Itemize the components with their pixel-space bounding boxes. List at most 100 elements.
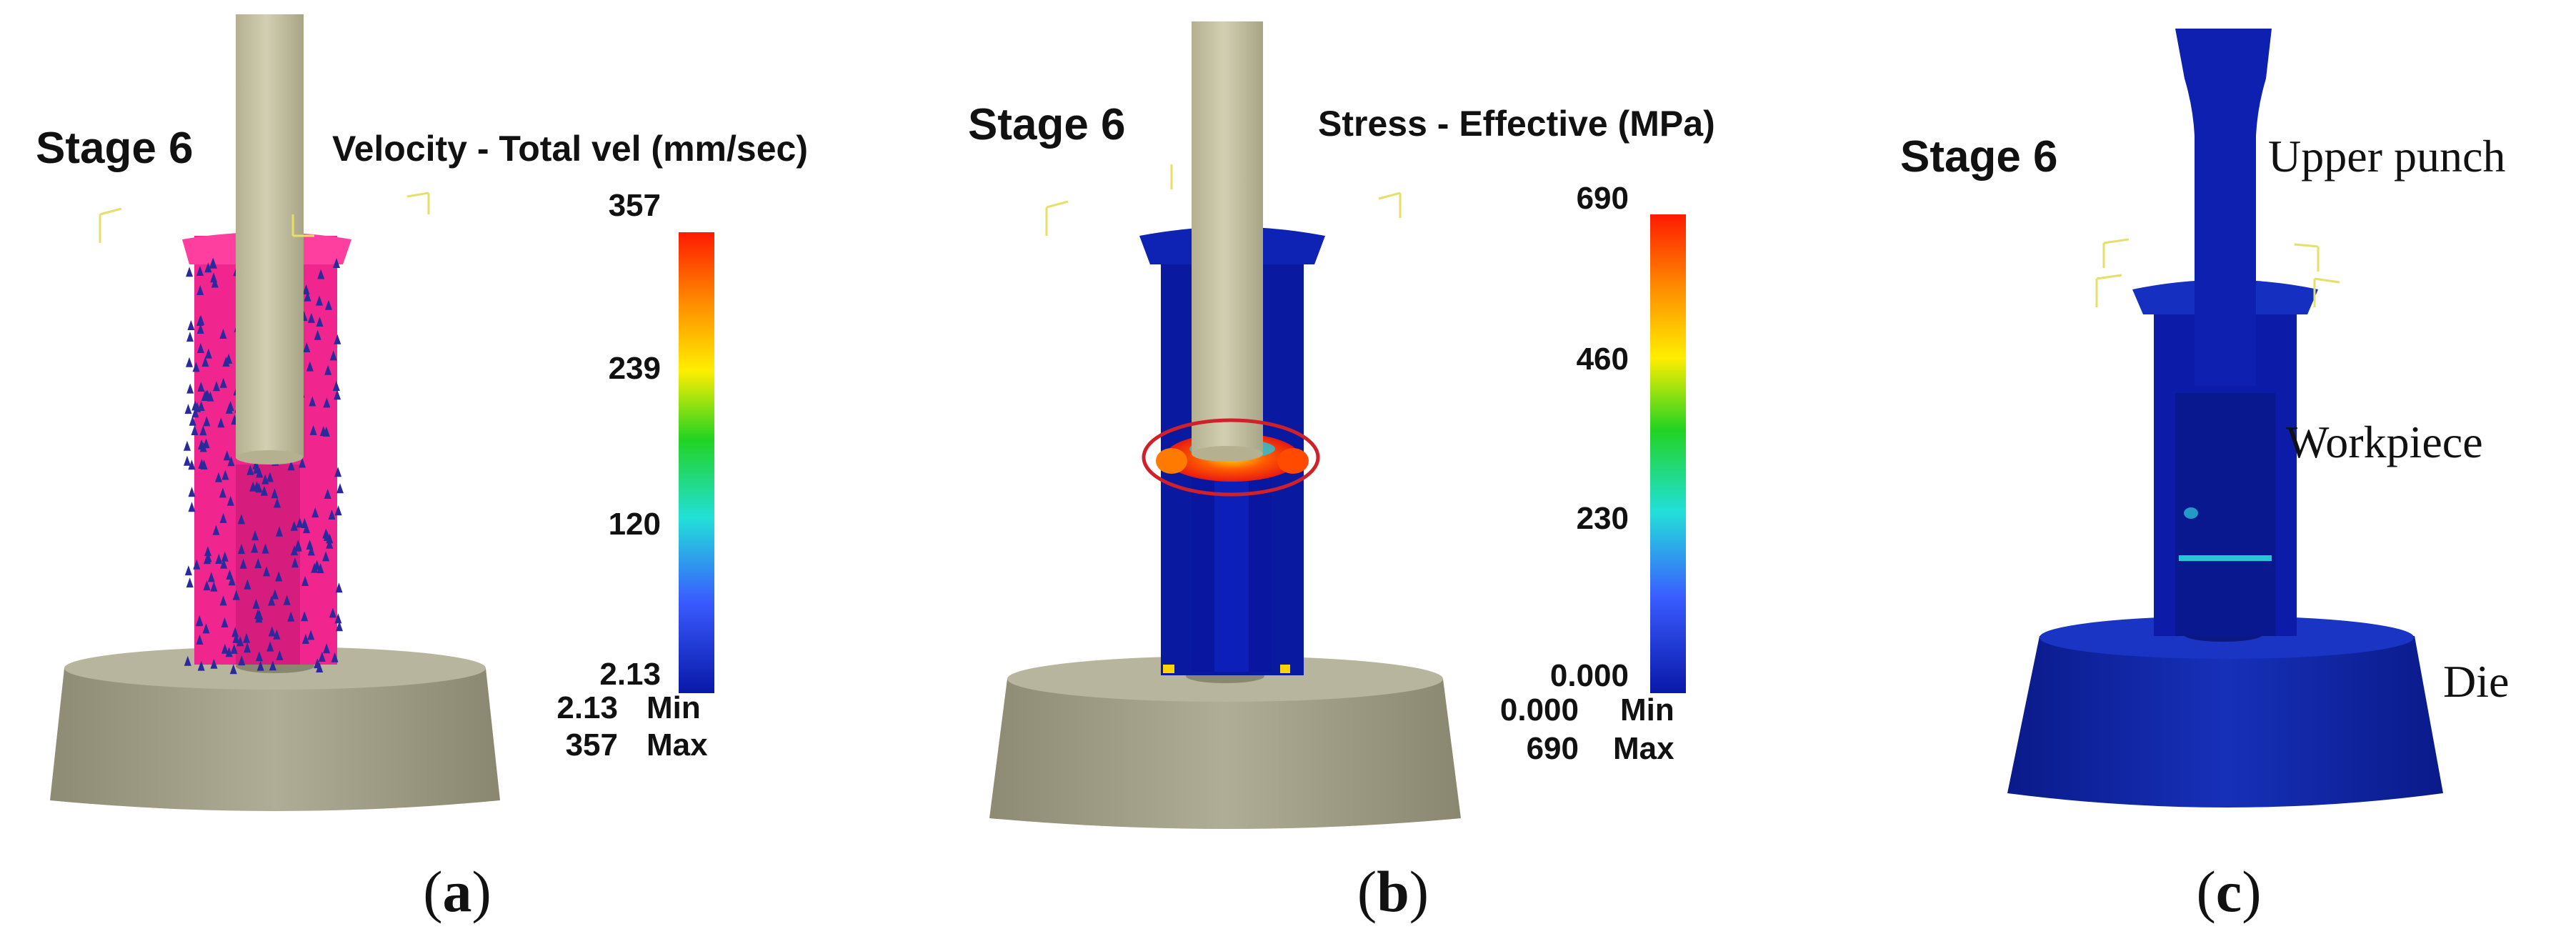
velocity-vector	[184, 440, 191, 451]
velocity-vector	[311, 507, 319, 518]
velocity-vector	[266, 641, 274, 652]
velocity-vector	[213, 381, 220, 392]
legend-tick: 690	[1577, 181, 1629, 216]
velocity-vector	[212, 525, 220, 535]
velocity-vector	[225, 647, 233, 657]
velocity-vector	[263, 566, 271, 577]
velocity-vector	[324, 489, 331, 499]
velocity-vector	[334, 505, 342, 516]
velocity-vector	[328, 510, 336, 520]
velocity-vector	[251, 542, 259, 553]
velocity-vector	[260, 485, 268, 496]
velocity-vector	[306, 540, 314, 550]
velocity-vector	[261, 474, 269, 485]
velocity-vector	[188, 502, 196, 512]
legend-tick: 120	[609, 507, 661, 542]
velocity-vector	[191, 407, 199, 418]
velocity-vector	[191, 400, 199, 411]
velocity-vector	[334, 613, 342, 624]
velocity-vector	[261, 543, 269, 554]
velocity-vector	[322, 551, 330, 562]
panel-letter-b: b	[1377, 859, 1409, 924]
velocity-vector	[221, 469, 229, 480]
velocity-vector	[204, 348, 212, 359]
velocity-vector	[204, 389, 211, 400]
velocity-vector	[291, 557, 299, 568]
legend-tick: 2.13	[599, 657, 661, 692]
velocity-vector	[215, 472, 222, 482]
velocity-vector	[253, 481, 261, 492]
legend-a: 357 239 120 2.13 2.13 Min 357 Max	[556, 188, 714, 762]
velocity-vector	[276, 526, 283, 537]
velocity-vector	[204, 546, 211, 557]
die-a	[50, 647, 500, 811]
legend-max-label: Max	[647, 727, 708, 762]
velocity-vector	[232, 590, 240, 600]
velocity-vector	[221, 551, 229, 562]
velocity-vector	[251, 530, 259, 541]
velocity-vector	[323, 643, 331, 654]
svg-text:(a): (a)	[423, 859, 491, 924]
velocity-vector	[294, 540, 302, 550]
axis-triads-b	[1045, 164, 1402, 236]
axis-triads-c	[2095, 238, 2340, 307]
velocity-vector	[210, 272, 218, 283]
velocity-vector	[314, 658, 321, 669]
velocity-vector	[244, 642, 251, 653]
velocity-vector	[230, 643, 238, 654]
velocity-vector	[228, 575, 236, 586]
velocity-vector	[314, 329, 321, 340]
velocity-vector	[192, 362, 200, 372]
velocity-vector	[203, 580, 211, 591]
velocity-vector	[229, 664, 237, 675]
velocity-vector	[243, 632, 251, 643]
velocity-vector	[220, 558, 228, 569]
stage-label-c: Stage 6	[1900, 132, 2058, 182]
velocity-vector	[231, 627, 239, 637]
velocity-vector	[326, 538, 334, 549]
velocity-vector	[256, 467, 264, 478]
legend-min-label: Min	[647, 690, 701, 725]
highlight-circle	[1142, 418, 1320, 497]
stage-label-a: Stage 6	[36, 124, 194, 173]
velocity-vector	[188, 487, 196, 497]
velocity-vector	[226, 401, 234, 411]
velocity-vector	[271, 488, 279, 499]
velocity-vector	[316, 295, 323, 306]
velocity-vector	[275, 571, 283, 582]
velocity-vector	[318, 652, 326, 662]
panel-label-b: (b)	[1357, 859, 1429, 924]
svg-text:(c): (c)	[2196, 859, 2261, 924]
velocity-vector	[331, 652, 339, 662]
velocity-vector	[197, 660, 205, 671]
legend-tick: 239	[609, 351, 661, 386]
velocity-vector	[268, 595, 276, 606]
velocity-vector	[237, 514, 245, 525]
velocity-vector	[219, 487, 226, 498]
velocity-vector	[323, 397, 331, 408]
velocity-vector	[287, 611, 295, 622]
velocity-vector	[309, 396, 316, 407]
quantity-label-a: Velocity - Total vel (mm/sec)	[332, 129, 808, 169]
velocity-vector	[336, 483, 344, 494]
velocity-vector	[255, 651, 263, 662]
upper-punch-c	[2175, 29, 2272, 386]
legend-tick: 357	[609, 188, 661, 223]
velocity-vector	[256, 610, 264, 620]
legend-max-value: 690	[1527, 731, 1579, 766]
velocity-vector	[329, 607, 336, 618]
velocity-vector	[287, 460, 295, 471]
velocity-vector	[244, 579, 251, 590]
velocity-vector	[299, 457, 306, 468]
velocity-vector	[184, 655, 191, 666]
panel-c: Stage 6 Upper punch Workpiece Die (c)	[1900, 29, 2509, 924]
part-label-die: Die	[2443, 656, 2509, 707]
velocity-vector	[187, 320, 195, 330]
velocity-vector	[325, 299, 332, 310]
velocity-vector	[303, 342, 311, 352]
velocity-vector	[196, 343, 204, 353]
velocity-vector	[223, 450, 231, 461]
velocity-vector	[309, 424, 317, 435]
velocity-vector	[197, 382, 205, 392]
velocity-vector	[184, 565, 192, 576]
